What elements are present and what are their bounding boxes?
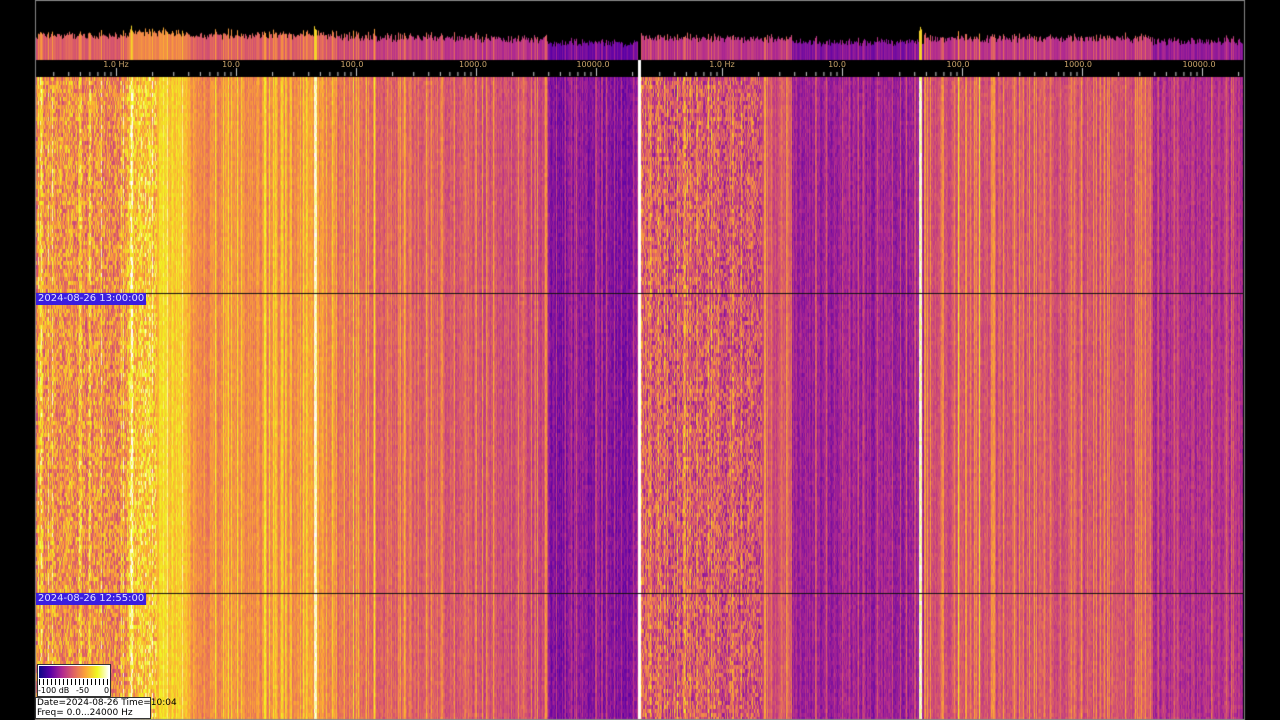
axis-tick-label: 10.0 (828, 60, 846, 69)
colormap-ticks (39, 679, 109, 685)
time-marker-label: 2024-08-26 13:00:00 (36, 293, 147, 305)
legend-mid-label: -50 (76, 686, 90, 695)
axis-tick-label: 10000.0 (1182, 60, 1216, 69)
axis-tick-label: 1.0 Hz (103, 60, 129, 69)
colormap-bar (39, 666, 109, 678)
axis-tick-label: 1000.0 (459, 60, 487, 69)
axis-tick-label: 1000.0 (1064, 60, 1092, 69)
freq-range-readout: Freq= 0.0...24000 Hz (37, 708, 133, 718)
legend-max-label: 0 (104, 686, 110, 695)
axis-tick-label: 10000.0 (576, 60, 610, 69)
date-time-readout: Date=2024-08-26 Time=10:04 (37, 698, 177, 708)
axis-tick-label: 100.0 (340, 60, 364, 69)
color-scale-legend: -100 dB -50 0 (37, 664, 111, 697)
axis-tick-label: 10.0 (222, 60, 240, 69)
time-marker-label: 2024-08-26 12:55:00 (36, 593, 147, 605)
axis-tick-label: 100.0 (946, 60, 970, 69)
info-box: Date=2024-08-26 Time=10:04 Freq= 0.0...2… (35, 697, 177, 719)
legend-min-label: -100 dB (38, 686, 70, 695)
axis-tick-label: 1.0 Hz (709, 60, 735, 69)
